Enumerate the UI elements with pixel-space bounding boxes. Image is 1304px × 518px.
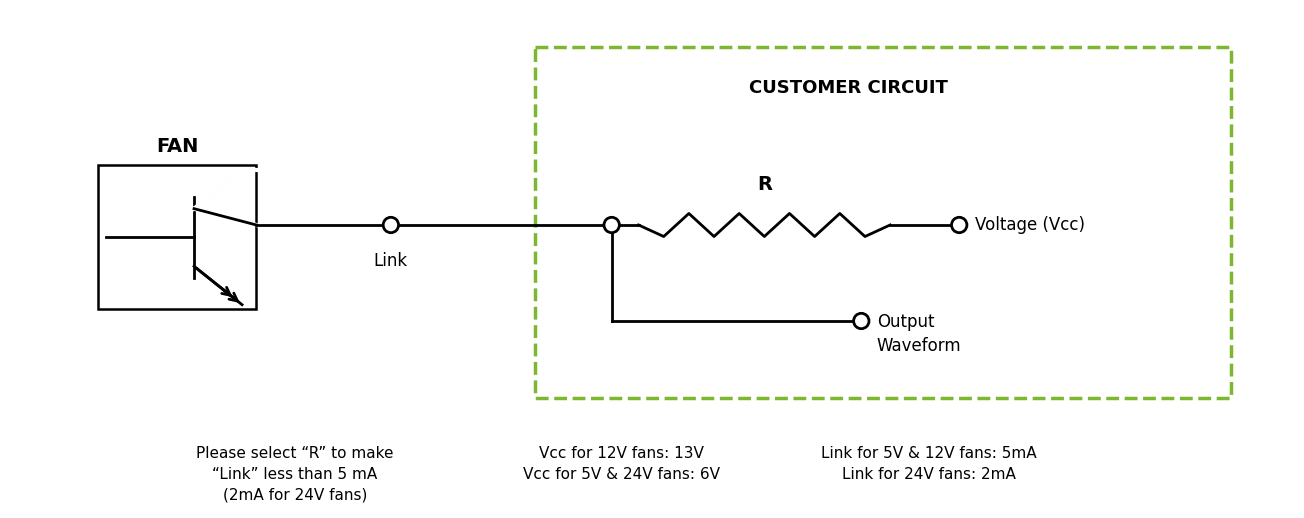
Text: Link for 5V & 12V fans: 5mA
Link for 24V fans: 2mA: Link for 5V & 12V fans: 5mA Link for 24V…: [820, 446, 1037, 482]
Text: Vcc for 12V fans: 13V
Vcc for 5V & 24V fans: 6V: Vcc for 12V fans: 13V Vcc for 5V & 24V f…: [523, 446, 720, 482]
Circle shape: [854, 313, 868, 329]
Bar: [98, 165, 257, 309]
Text: FAN: FAN: [156, 137, 198, 156]
Bar: [535, 47, 1231, 398]
Text: Voltage (Vcc): Voltage (Vcc): [974, 216, 1085, 234]
Circle shape: [383, 218, 399, 233]
Circle shape: [952, 218, 966, 233]
Text: Please select “R” to make
“Link” less than 5 mA
(2mA for 24V fans): Please select “R” to make “Link” less th…: [196, 446, 394, 503]
Text: Link: Link: [374, 252, 408, 270]
Text: CUSTOMER CIRCUIT: CUSTOMER CIRCUIT: [748, 79, 948, 97]
Text: R: R: [756, 175, 772, 194]
Text: Output
Waveform: Output Waveform: [876, 313, 961, 355]
Circle shape: [604, 218, 619, 233]
